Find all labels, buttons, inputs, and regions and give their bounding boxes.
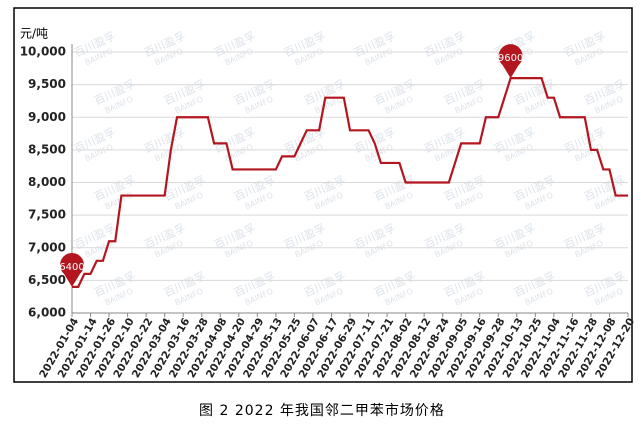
- pin-label: 6400: [59, 262, 84, 273]
- chart-frame: [13, 7, 633, 383]
- y-tick-label: 8,000: [28, 175, 66, 189]
- y-tick-label: 7,000: [28, 240, 66, 254]
- y-tick-label: 7,500: [28, 208, 66, 222]
- y-tick-label: 6,000: [28, 306, 66, 320]
- pin-label: 9600: [498, 53, 523, 64]
- pin: [59, 252, 84, 287]
- y-tick-label: 6,500: [28, 273, 66, 287]
- y-tick-label: 9,500: [28, 77, 66, 91]
- price-line: [72, 76, 628, 288]
- y-tick-label: 10,000: [20, 45, 66, 59]
- unit-label: 元/吨: [20, 27, 48, 41]
- y-tick-label: 9,000: [28, 110, 66, 124]
- y-tick-label: 8,500: [28, 142, 66, 156]
- pin: [498, 44, 523, 79]
- caption: 图 2 2022 年我国邻二甲苯市场价格: [199, 402, 445, 419]
